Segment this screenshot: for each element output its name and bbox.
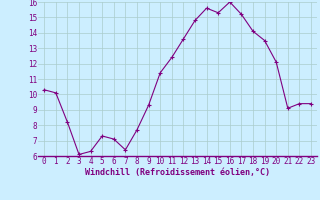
X-axis label: Windchill (Refroidissement éolien,°C): Windchill (Refroidissement éolien,°C) xyxy=(85,168,270,177)
